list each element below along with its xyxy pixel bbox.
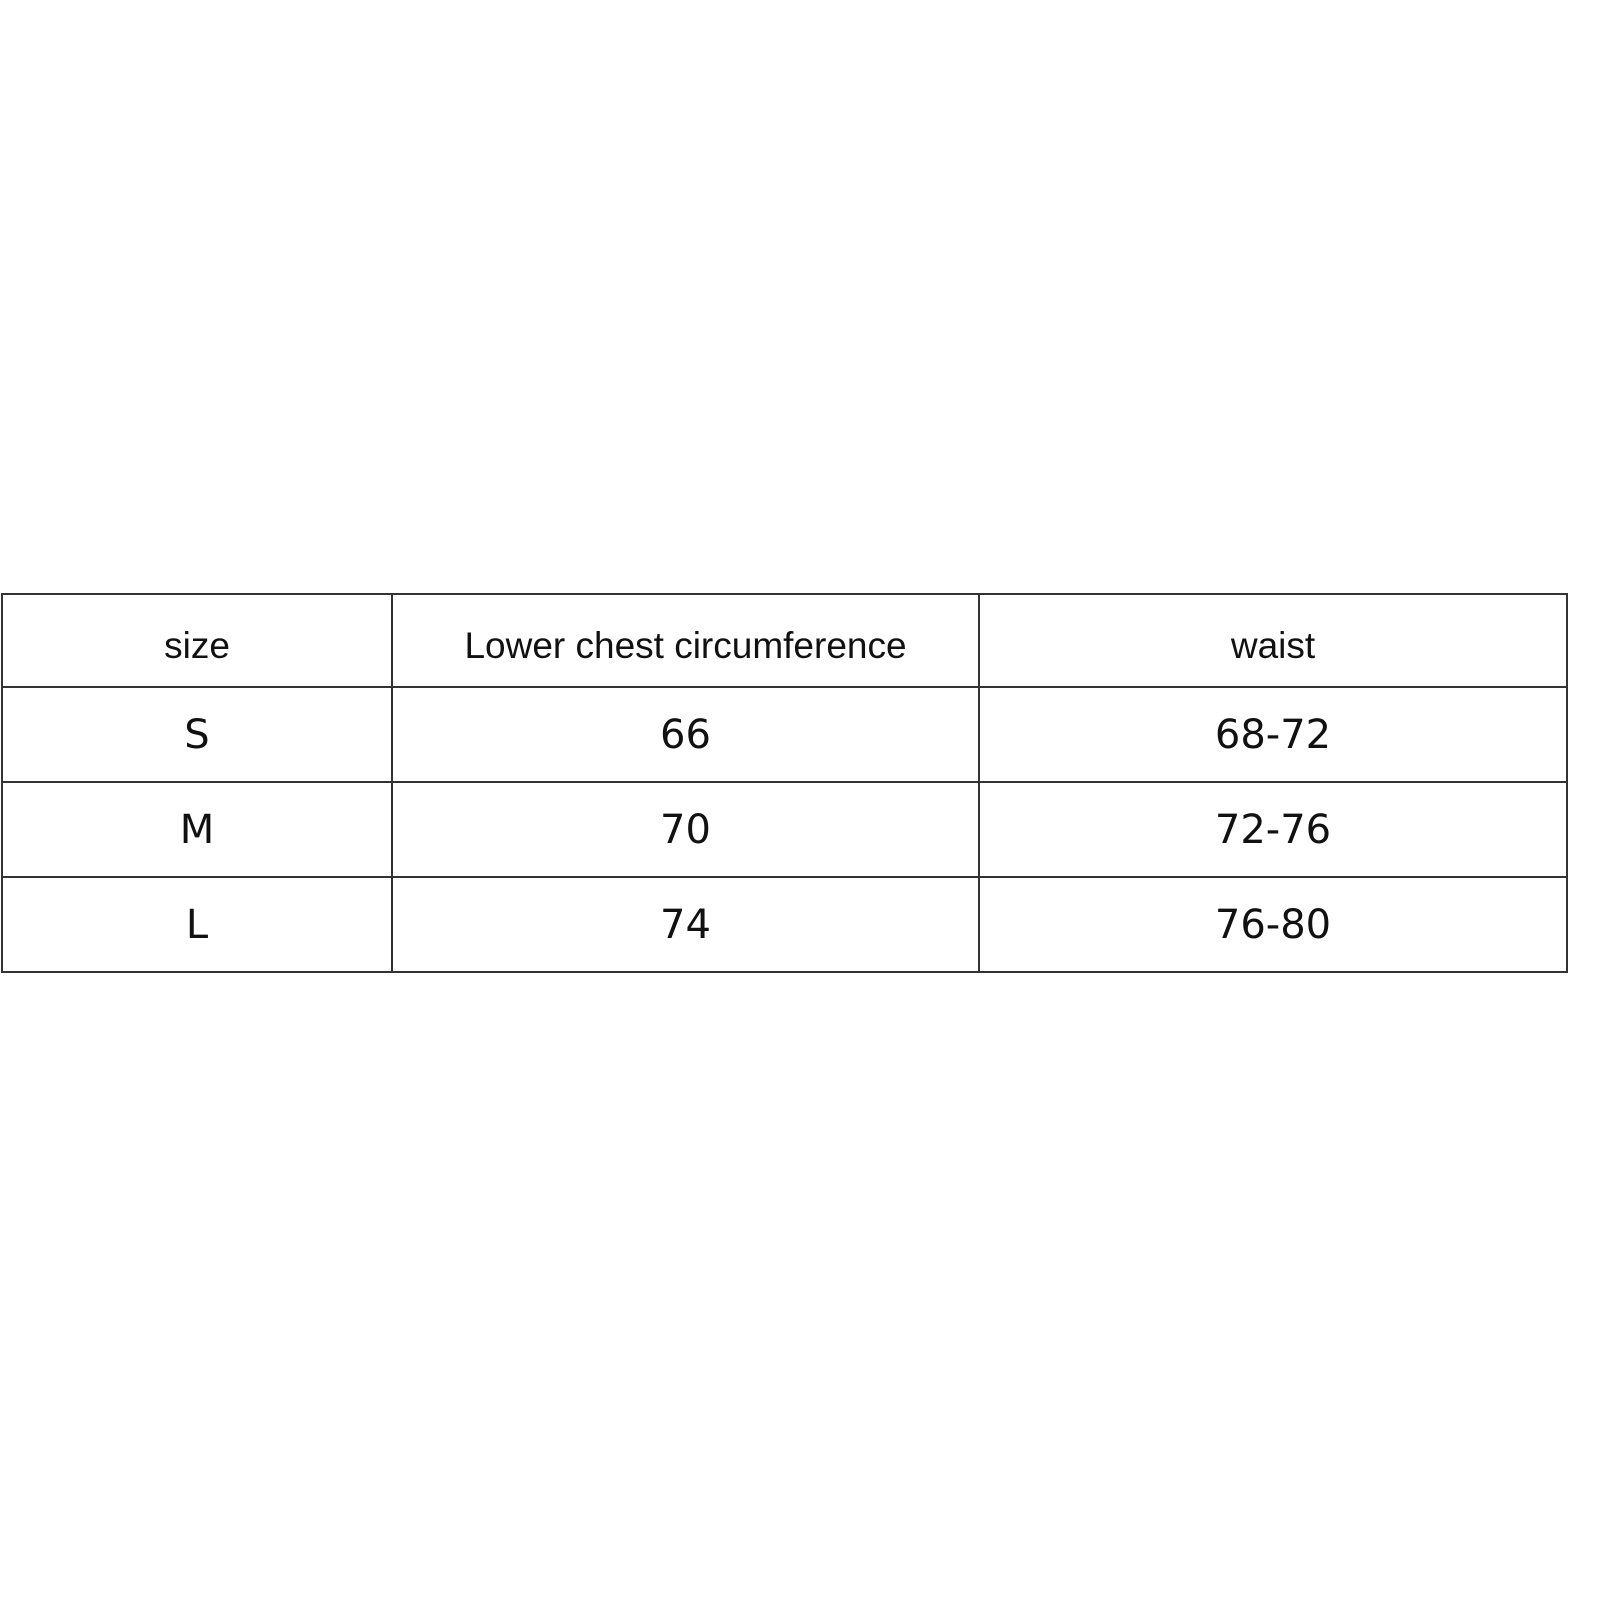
size-chart-table: size Lower chest circumference waist S 6… — [1, 593, 1568, 973]
cell-waist: 76-80 — [978, 876, 1568, 973]
cell-lower-chest: 70 — [391, 781, 980, 878]
table-row: L 74 76-80 — [1, 876, 1568, 973]
cell-lower-chest: 66 — [391, 686, 980, 783]
cell-size: M — [1, 781, 393, 878]
table-header-row: size Lower chest circumference waist — [1, 593, 1568, 688]
cell-waist: 68-72 — [978, 686, 1568, 783]
header-size: size — [1, 593, 393, 688]
cell-size: L — [1, 876, 393, 973]
cell-waist: 72-76 — [978, 781, 1568, 878]
table-row: M 70 72-76 — [1, 781, 1568, 878]
header-lower-chest: Lower chest circumference — [391, 593, 980, 688]
cell-size: S — [1, 686, 393, 783]
table-row: S 66 68-72 — [1, 686, 1568, 783]
header-waist: waist — [978, 593, 1568, 688]
cell-lower-chest: 74 — [391, 876, 980, 973]
